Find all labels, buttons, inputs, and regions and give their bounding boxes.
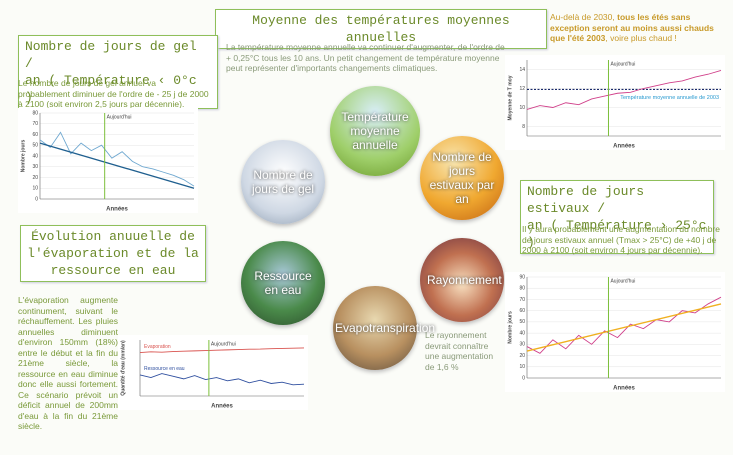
- part: Au-delà de 2030,: [550, 12, 617, 22]
- y-tick-label: 40: [519, 330, 525, 336]
- y-tick-label: 40: [32, 153, 38, 159]
- circle-label: Nombre de jours estivaux par an: [429, 150, 495, 206]
- y-tick-label: 30: [519, 342, 525, 348]
- y-tick-label: 80: [32, 110, 38, 116]
- y-tick-label: 20: [32, 175, 38, 181]
- today-label: Aujourd'hui: [610, 61, 635, 67]
- line: Nombre de jours estivaux /: [527, 183, 707, 217]
- rayonnement-text: Le rayonnement devrait connaître une aug…: [425, 330, 500, 372]
- y-tick-label: 20: [519, 353, 525, 359]
- y-tick-label: 50: [519, 319, 525, 325]
- circle: Nombre de jours de gel: [241, 140, 325, 224]
- y-tick-label: 30: [32, 164, 38, 170]
- circle-label: Rayonnement: [427, 273, 497, 287]
- circle: Evapotranspiration: [333, 286, 417, 370]
- chart: 8 10 12 14 Années Moyenne de T moy Température…: [505, 55, 725, 150]
- circle: Ressource en eau: [241, 241, 325, 325]
- intro: La température moyenne annuelle va conti…: [226, 42, 506, 74]
- trend-line: [40, 143, 194, 188]
- today-label: Aujourd'hui: [211, 341, 236, 347]
- reference-label: Température moyenne annuelle de 2003: [620, 95, 719, 101]
- chart: 0 10 20 30 40 50 60 70 80 Années Nombre jours Aujou…: [18, 108, 198, 213]
- gel-text: Le nombre de jours de gel annuel va prob…: [18, 78, 210, 110]
- y-tick-label: 70: [32, 121, 38, 127]
- estivaux-text: Il y aura probablement une augmentation …: [522, 224, 722, 256]
- series-line: [527, 297, 721, 353]
- y-axis-title: Quantité d'eau (mm/an): [120, 340, 126, 396]
- chart: Années Quantité d'eau (mm/an) Evaporation R…: [118, 335, 308, 410]
- temp-text: Au-delà de 2030, tous les étés sans exce…: [550, 12, 726, 44]
- x-axis-title: Années: [106, 207, 128, 213]
- y-tick-label: 0: [35, 196, 38, 202]
- y-tick-label: 14: [519, 67, 525, 73]
- series-label: Evaporation: [144, 344, 171, 350]
- x-axis-title: Années: [613, 144, 635, 150]
- x-axis-title: Années: [613, 386, 635, 392]
- circle-label: Ressource en eau: [250, 269, 316, 297]
- part: , voire plus chaud !: [605, 33, 676, 43]
- x-axis-title: Années: [211, 404, 233, 410]
- chart: 0 10 20 30 40 50 60 70 80 90 Années Nombre jours Auj…: [505, 272, 725, 392]
- circle: Nombre de jours estivaux par an: [420, 136, 504, 220]
- today-label: Aujourd'hui: [107, 114, 132, 120]
- line: l'évaporation et de la: [27, 245, 199, 262]
- circle-label: Température moyenne annuelle: [340, 110, 410, 152]
- line: Évolution anuuelle de: [27, 228, 199, 245]
- y-axis-title: Nombre jours: [20, 140, 26, 173]
- y-tick-label: 10: [519, 105, 525, 111]
- y-tick-label: 50: [32, 143, 38, 149]
- y-tick-label: 0: [522, 375, 525, 381]
- y-tick-label: 60: [32, 132, 38, 138]
- page: Moyenne des températures moyennes annuel…: [0, 0, 733, 430]
- y-tick-label: 8: [522, 124, 525, 130]
- y-tick-label: 90: [519, 274, 525, 280]
- line: Nombre de jours de gel /: [25, 38, 211, 72]
- circle-label: Nombre de jours de gel: [250, 168, 316, 196]
- y-tick-label: 80: [519, 286, 525, 292]
- series-line: [140, 374, 304, 385]
- y-tick-label: 70: [519, 297, 525, 303]
- evap-paragraph: L'évaporation augmente continument, suiv…: [18, 295, 118, 431]
- y-axis-title: Nombre jours: [507, 311, 513, 344]
- y-tick-label: 12: [519, 86, 525, 92]
- y-axis-title: Moyenne de T moy: [507, 75, 513, 120]
- y-tick-label: 10: [32, 186, 38, 192]
- circle: Rayonnement: [420, 238, 504, 322]
- circle: Température moyenne annuelle: [330, 86, 420, 176]
- trend-line: [527, 304, 721, 351]
- series-line: [40, 132, 194, 186]
- series-label: Ressource en eau: [144, 366, 185, 372]
- today-label: Aujourd'hui: [610, 278, 635, 284]
- circle-label: Evapotranspiration: [335, 321, 415, 335]
- y-tick-label: 10: [519, 364, 525, 370]
- line: ressource en eau: [27, 262, 199, 279]
- y-tick-label: 60: [519, 308, 525, 314]
